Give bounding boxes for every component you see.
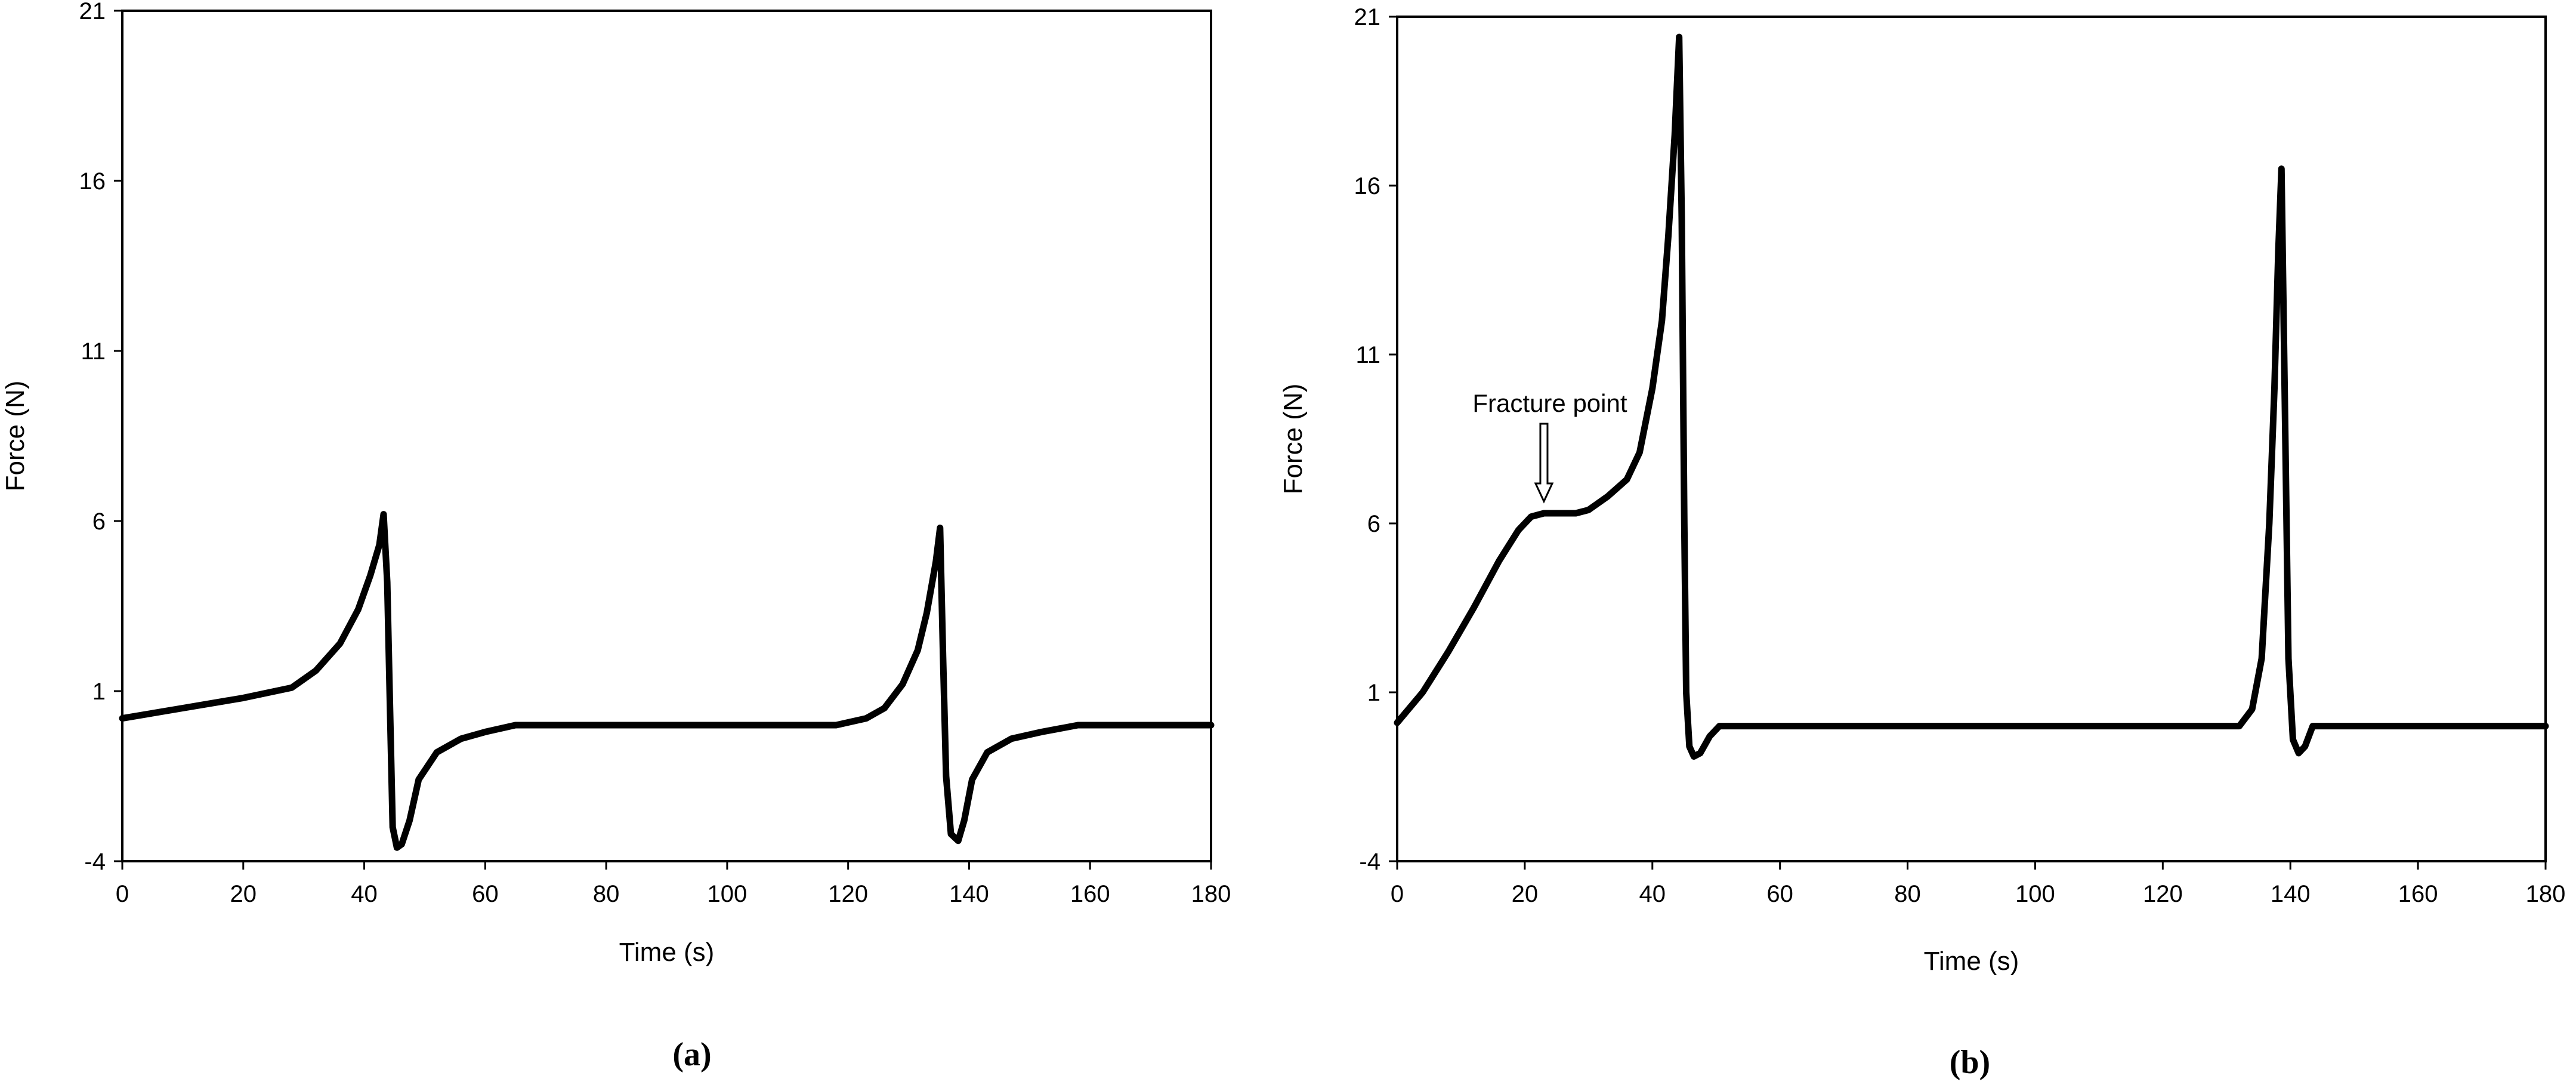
y-tick-label: 11 xyxy=(81,338,106,365)
x-tick-label: 140 xyxy=(2271,881,2311,907)
annotation-fracture-point: Fracture point xyxy=(1472,389,1627,417)
y-axis-label: Force (N) xyxy=(1278,384,1308,495)
y-tick-label: 11 xyxy=(1355,342,1380,368)
y-tick-label: 1 xyxy=(92,679,106,705)
y-tick-label: 21 xyxy=(1354,4,1381,30)
plot-area-frame xyxy=(1396,16,2547,862)
fracture-point-arrow-icon xyxy=(1534,423,1554,504)
plot-area-frame xyxy=(121,10,1212,862)
series-line xyxy=(1394,33,2549,760)
x-tick-label: 0 xyxy=(1391,881,1404,907)
x-axis-label: Time (s) xyxy=(1924,947,2019,976)
x-tick-label: 180 xyxy=(2526,881,2566,907)
y-tick-label: 16 xyxy=(79,168,106,195)
panel-label-a: (a) xyxy=(672,1036,711,1073)
y-tick-label: -4 xyxy=(1359,849,1380,875)
y-tick-label: 6 xyxy=(92,508,106,535)
y-tick-label: 6 xyxy=(1367,511,1380,537)
x-tick-label: 60 xyxy=(472,881,499,907)
x-tick-label: 20 xyxy=(230,881,257,907)
x-axis-label: Time (s) xyxy=(619,938,715,967)
x-tick-label: 40 xyxy=(1639,881,1666,907)
x-tick-label: 120 xyxy=(2143,881,2183,907)
x-tick-label: 60 xyxy=(1766,881,1793,907)
series-line xyxy=(119,511,1215,851)
x-tick-label: 80 xyxy=(1894,881,1921,907)
x-tick-label: 100 xyxy=(708,881,748,907)
x-tick-label: 80 xyxy=(593,881,620,907)
x-tick-label: 20 xyxy=(1512,881,1539,907)
y-tick-label: 21 xyxy=(79,0,106,24)
y-tick-label: -4 xyxy=(84,849,106,875)
x-tick-label: 180 xyxy=(1191,881,1231,907)
y-tick-label: 1 xyxy=(1367,680,1380,706)
panel-label-b: (b) xyxy=(1950,1044,1990,1081)
x-tick-label: 0 xyxy=(116,881,129,907)
y-tick-label: 16 xyxy=(1354,173,1381,199)
x-tick-label: 140 xyxy=(949,881,989,907)
x-tick-label: 160 xyxy=(1070,881,1110,907)
x-tick-label: 100 xyxy=(2015,881,2055,907)
x-tick-label: 120 xyxy=(828,881,868,907)
x-tick-label: 160 xyxy=(2398,881,2438,907)
y-axis-label: Force (N) xyxy=(1,381,30,492)
x-tick-label: 40 xyxy=(351,881,378,907)
